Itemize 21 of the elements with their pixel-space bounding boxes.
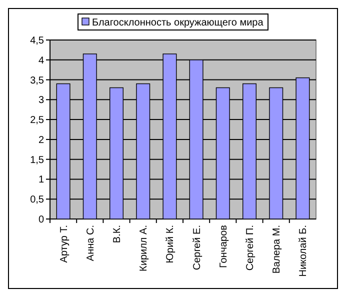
y-tick-label: 1 (38, 174, 44, 186)
x-tick-label: В.К. (112, 225, 123, 244)
y-tick-label: 3 (38, 95, 44, 106)
y-tick-label: 4 (38, 55, 44, 66)
x-tick-label: Анна С. (85, 225, 96, 262)
y-tick-label: 2 (38, 134, 44, 146)
x-tick-label: Артур Т. (58, 225, 70, 263)
y-tick-label: 4,5 (30, 36, 44, 46)
y-tick-label: 0,5 (30, 194, 44, 206)
x-tick-label: Сергей Е. (192, 225, 203, 270)
y-tick-label: 3,5 (30, 75, 44, 86)
legend-label: Благосклонность окружающего мира (92, 18, 264, 28)
y-tick-label: 0 (38, 214, 44, 226)
x-tick-label: Валера М. (272, 225, 283, 274)
x-tick-label: Гончаров (218, 225, 230, 268)
x-tick-label: Юрий К. (165, 225, 176, 264)
y-tick-label: 2,5 (30, 115, 44, 126)
x-tick-label: Николай Б. (298, 225, 310, 277)
x-tick-label: Сергей П. (245, 225, 256, 271)
y-tick-label: 1,5 (30, 154, 44, 166)
x-tick-label: Кирилл А. (138, 225, 150, 272)
